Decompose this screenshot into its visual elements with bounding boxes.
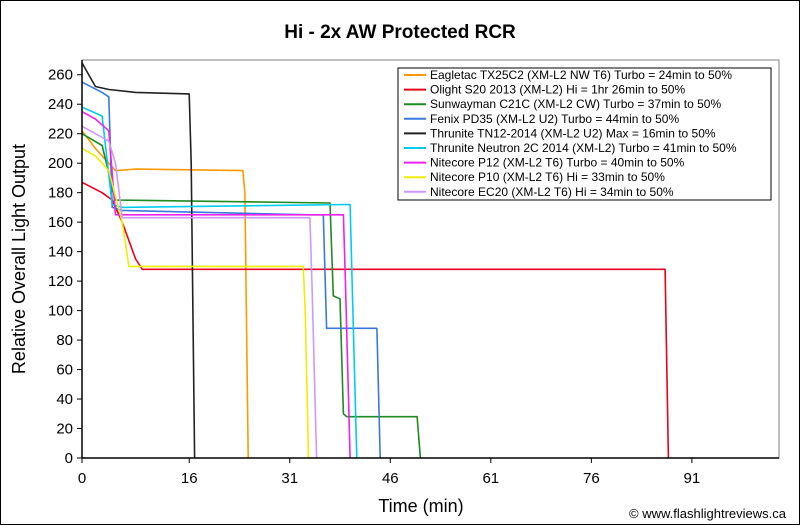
legend-entry: Sunwayman C21C (XM-L2 CW) Turbo = 37min … (430, 97, 721, 111)
y-tick-label: 200 (48, 155, 73, 172)
legend-entry: Nitecore EC20 (XM-L2 T6) Hi = 34min to 5… (430, 185, 674, 199)
chart-title: Hi - 2x AW Protected RCR (284, 22, 516, 43)
y-tick-label: 160 (48, 214, 73, 231)
x-tick-label: 16 (181, 470, 198, 487)
x-ticks: 0 16 31 46 61 76 91 (78, 458, 700, 487)
x-tick-label: 91 (684, 470, 701, 487)
x-tick-label: 0 (78, 470, 86, 487)
y-tick-label: 260 (48, 67, 73, 84)
y-tick-label: 20 (56, 421, 73, 438)
x-tick-label: 31 (281, 470, 298, 487)
legend-entry: Thrunite Neutron 2C 2014 (XM-L2) Turbo =… (430, 141, 737, 155)
legend-entry: Thrunite TN12-2014 (XM-L2 U2) Max = 16mi… (430, 126, 716, 140)
y-tick-label: 80 (56, 332, 73, 349)
y-axis-label: Relative Overall Light Output (9, 144, 29, 374)
series-line-1 (81, 130, 249, 459)
series-line-6 (81, 106, 358, 459)
y-tick-label: 60 (56, 362, 73, 379)
legend-entry: Eagletac TX25C2 (XM-L2 NW T6) Turbo = 24… (430, 68, 732, 82)
y-ticks: 0 20 40 60 80 100 120 140 160 180 200 220 240 260 (48, 67, 82, 467)
legend-entry: Fenix PD35 (XM-L2 U2) Turbo = 44min to 5… (430, 112, 679, 126)
y-tick-label: 100 (48, 303, 73, 320)
y-tick-label: 0 (65, 450, 73, 467)
y-tick-label: 140 (48, 244, 73, 261)
y-tick-label: 40 (56, 391, 73, 408)
x-tick-label: 46 (382, 470, 399, 487)
series-line-2 (81, 181, 670, 459)
y-tick-label: 120 (48, 273, 73, 290)
legend-box (397, 67, 772, 201)
y-tick-label: 240 (48, 96, 73, 113)
series-line-9 (81, 125, 318, 459)
series-layer (81, 62, 670, 459)
x-tick-label: 76 (583, 470, 600, 487)
x-axis-label: Time (min) (378, 496, 463, 516)
y-tick-label: 220 (48, 126, 73, 143)
x-tick-label: 61 (482, 470, 499, 487)
series-line-4 (81, 81, 381, 459)
series-line-8 (81, 147, 310, 459)
legend-entry: Olight S20 2013 (XM-L2) Hi = 1hr 26min t… (430, 83, 685, 97)
legend-entry: Nitecore P12 (XM-L2 T6) Turbo = 40min to… (430, 156, 685, 170)
series-line-7 (81, 110, 351, 459)
credit-text: © www.flashlightreviews.ca (629, 506, 787, 521)
legend: Eagletac TX25C2 (XM-L2 NW T6) Turbo = 24… (397, 67, 772, 201)
series-line-5 (81, 62, 196, 459)
legend-entry: Nitecore P10 (XM-L2 T6) Hi = 33min to 50… (430, 170, 665, 184)
y-tick-label: 180 (48, 185, 73, 202)
